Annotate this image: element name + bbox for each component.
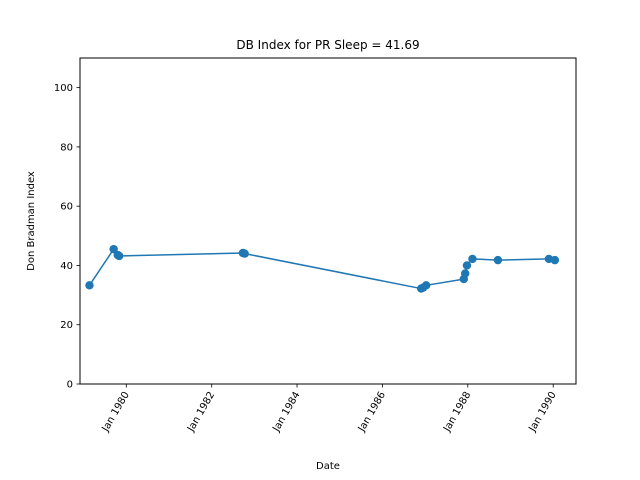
plot-area <box>80 58 576 384</box>
y-tick-label: 40 <box>60 261 73 272</box>
y-tick-label: 80 <box>60 142 73 153</box>
data-point <box>114 251 124 261</box>
data-point <box>240 249 249 258</box>
data-point <box>468 254 477 264</box>
data-point <box>461 269 470 278</box>
series-group <box>85 244 560 293</box>
data-point <box>550 255 560 265</box>
data-point <box>462 261 472 270</box>
data-point <box>109 244 118 254</box>
y-tick-label: 60 <box>60 202 73 213</box>
y-axis-label: Don Bradman Index <box>26 171 37 271</box>
y-tick-label: 20 <box>60 320 73 331</box>
y-tick-label: 0 <box>67 380 73 391</box>
axes-frame <box>79 57 577 385</box>
x-axis-label: Date <box>316 461 340 472</box>
data-point <box>493 255 503 265</box>
data-point <box>421 281 431 290</box>
chart-title: DB Index for PR Sleep = 41.69 <box>236 38 419 52</box>
y-tick-label: 100 <box>54 83 73 94</box>
data-point <box>85 281 94 290</box>
plot-background <box>80 58 576 384</box>
